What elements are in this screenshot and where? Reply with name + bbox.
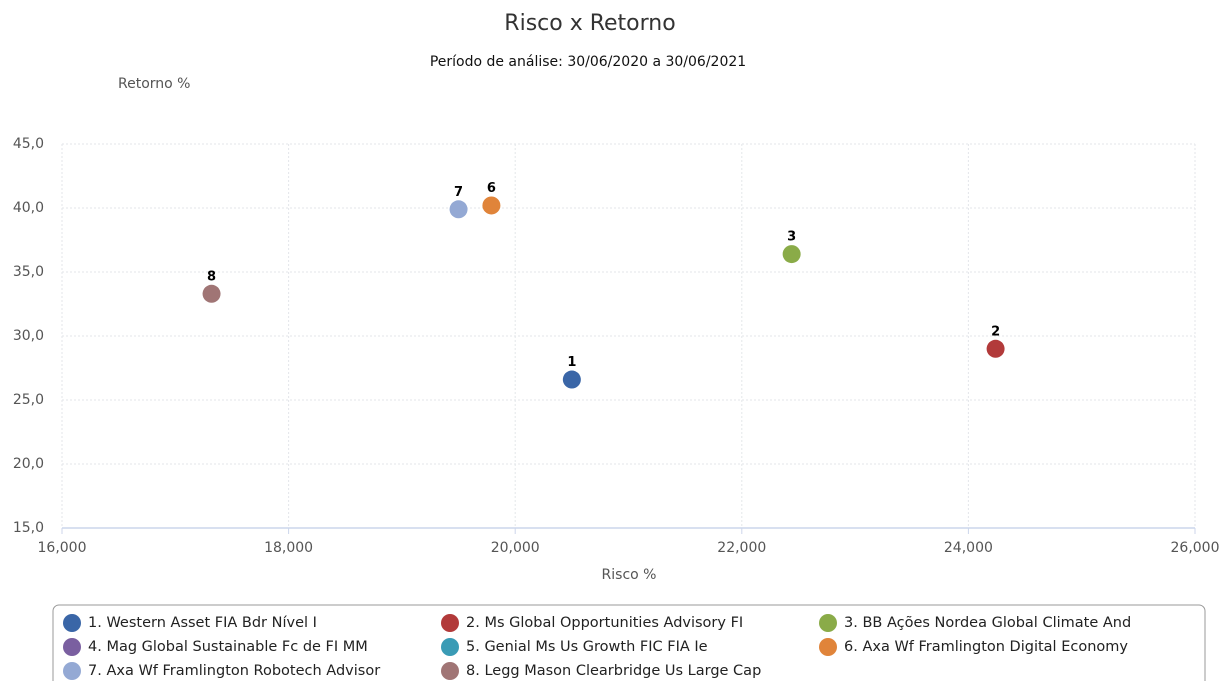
y-tick-label: 45,0 bbox=[13, 136, 44, 152]
legend-box bbox=[52, 604, 1206, 681]
chart-subtitle: Período de análise: 30/06/2020 a 30/06/2… bbox=[430, 54, 746, 70]
data-label: 1 bbox=[567, 355, 576, 370]
legend-marker bbox=[441, 662, 459, 680]
legend-label: 7. Axa Wf Framlington Robotech Advisor bbox=[88, 663, 380, 679]
point bbox=[782, 245, 801, 264]
legend-label: 1. Western Asset FIA Bdr Nível I bbox=[88, 615, 317, 631]
point bbox=[482, 196, 501, 215]
legend-marker bbox=[441, 614, 459, 632]
x-tick-label: 18,000 bbox=[264, 540, 313, 556]
y-tick-label: 25,0 bbox=[13, 392, 44, 408]
x-tick-label: 16,000 bbox=[38, 540, 87, 556]
legend-label: 3. BB Ações Nordea Global Climate And bbox=[844, 615, 1131, 631]
y-axis-label: Retorno % bbox=[118, 76, 190, 92]
y-tick-label: 40,0 bbox=[13, 200, 44, 216]
data-label: 6 bbox=[487, 181, 496, 196]
legend-marker bbox=[63, 662, 81, 680]
legend-marker bbox=[63, 614, 81, 632]
legend-label: 6. Axa Wf Framlington Digital Economy bbox=[844, 639, 1128, 655]
legend-marker bbox=[819, 638, 837, 656]
y-tick-label: 20,0 bbox=[13, 456, 44, 472]
legend-label: 2. Ms Global Opportunities Advisory FI bbox=[466, 615, 743, 631]
data-label: 7 bbox=[454, 185, 463, 200]
point bbox=[449, 200, 468, 219]
x-tick-label: 24,000 bbox=[944, 540, 993, 556]
x-axis-label: Risco % bbox=[602, 567, 657, 583]
legend-label: 4. Mag Global Sustainable Fc de FI MM bbox=[88, 639, 368, 655]
point bbox=[986, 339, 1005, 358]
legend-label: 8. Legg Mason Clearbridge Us Large Cap bbox=[466, 663, 761, 679]
x-tick-label: 22,000 bbox=[717, 540, 766, 556]
data-label: 2 bbox=[991, 324, 1000, 339]
y-tick-label: 35,0 bbox=[13, 264, 44, 280]
y-tick-label: 15,0 bbox=[13, 520, 44, 536]
legend-marker bbox=[63, 638, 81, 656]
data-label: 8 bbox=[207, 269, 216, 284]
point bbox=[202, 284, 221, 303]
legend-label: 5. Genial Ms Us Growth FIC FIA Ie bbox=[466, 639, 708, 655]
chart-title: Risco x Retorno bbox=[504, 11, 675, 36]
x-tick-label: 20,000 bbox=[491, 540, 540, 556]
data-label: 3 bbox=[787, 230, 796, 245]
legend-marker bbox=[819, 614, 837, 632]
point bbox=[562, 370, 581, 389]
y-tick-label: 30,0 bbox=[13, 328, 44, 344]
x-tick-label: 26,000 bbox=[1171, 540, 1220, 556]
legend-marker bbox=[441, 638, 459, 656]
